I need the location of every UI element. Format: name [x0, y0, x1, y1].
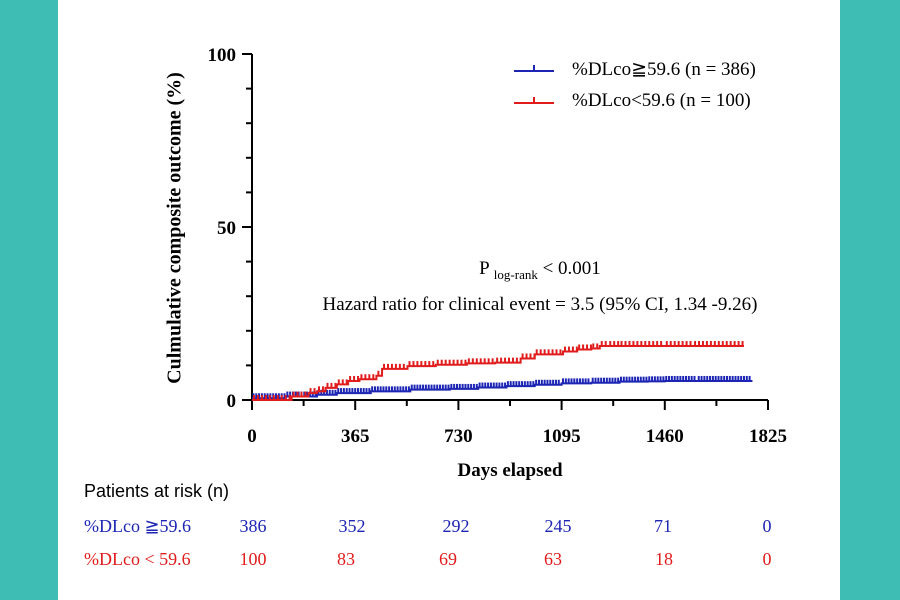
- risk-value: 100: [239, 549, 267, 569]
- legend-line-red-icon: [514, 97, 554, 104]
- p-sub: log-rank: [493, 267, 538, 282]
- risk-value: 0: [762, 549, 772, 569]
- risk-value: 352: [338, 516, 366, 536]
- risk-value: 18: [655, 549, 673, 569]
- y-tick-label: 100: [208, 45, 237, 66]
- curves: [252, 341, 753, 401]
- risk-value: 0: [762, 516, 772, 536]
- y-tick-label: 0: [227, 391, 237, 412]
- risk-value: 63: [544, 549, 562, 569]
- p-value: P log-rank < 0.001: [323, 254, 758, 290]
- hazard-ratio: Hazard ratio for clinical event = 3.5 (9…: [322, 294, 758, 315]
- x-tick-label: 365: [341, 426, 370, 447]
- figure-panel: [58, 0, 840, 600]
- series-line-0: [252, 379, 753, 400]
- x-tick-label: 730: [444, 426, 473, 447]
- risk-value: 69: [439, 549, 457, 569]
- risk-value: 292: [442, 516, 470, 536]
- legend-label-low: %DLco<59.6 (n = 100): [572, 90, 751, 111]
- legend-line-blue-icon: [514, 65, 554, 72]
- series-line-1: [252, 345, 744, 401]
- risk-value: 83: [337, 549, 355, 569]
- risk-row-label: %DLco < 59.6: [84, 549, 191, 569]
- y-tick-label: 50: [217, 218, 236, 239]
- p-prefix: P: [479, 258, 490, 279]
- p-suffix: < 0.001: [542, 258, 601, 279]
- x-tick-label: 1825: [749, 426, 787, 447]
- x-tick-label: 0: [247, 426, 257, 447]
- risk-value: 245: [544, 516, 572, 536]
- stats-annotation: P log-rank < 0.001 Hazard ratio for clin…: [323, 254, 758, 320]
- axes: 0 50 100 0 365 730 1095 1460 1825: [208, 45, 788, 447]
- x-axis-label: Days elapsed: [457, 460, 563, 481]
- x-tick-label: 1095: [543, 426, 581, 447]
- legend-label-high: %DLco≧59.6 (n = 386): [572, 59, 756, 80]
- risk-value: 71: [654, 516, 672, 536]
- risk-value: 386: [239, 516, 267, 536]
- risk-row-low: %DLco < 59.6 100 83 69 63 18 0: [0, 549, 900, 573]
- y-axis-label: Culmulative composite outcome (%): [163, 72, 186, 384]
- x-tick-label: 1460: [646, 426, 684, 447]
- risk-row-high: %DLco ≧59.6 386 352 292 245 71 0: [0, 516, 900, 540]
- risk-row-label: %DLco ≧59.6: [84, 516, 192, 536]
- risk-table-title: Patients at risk (n): [84, 481, 230, 501]
